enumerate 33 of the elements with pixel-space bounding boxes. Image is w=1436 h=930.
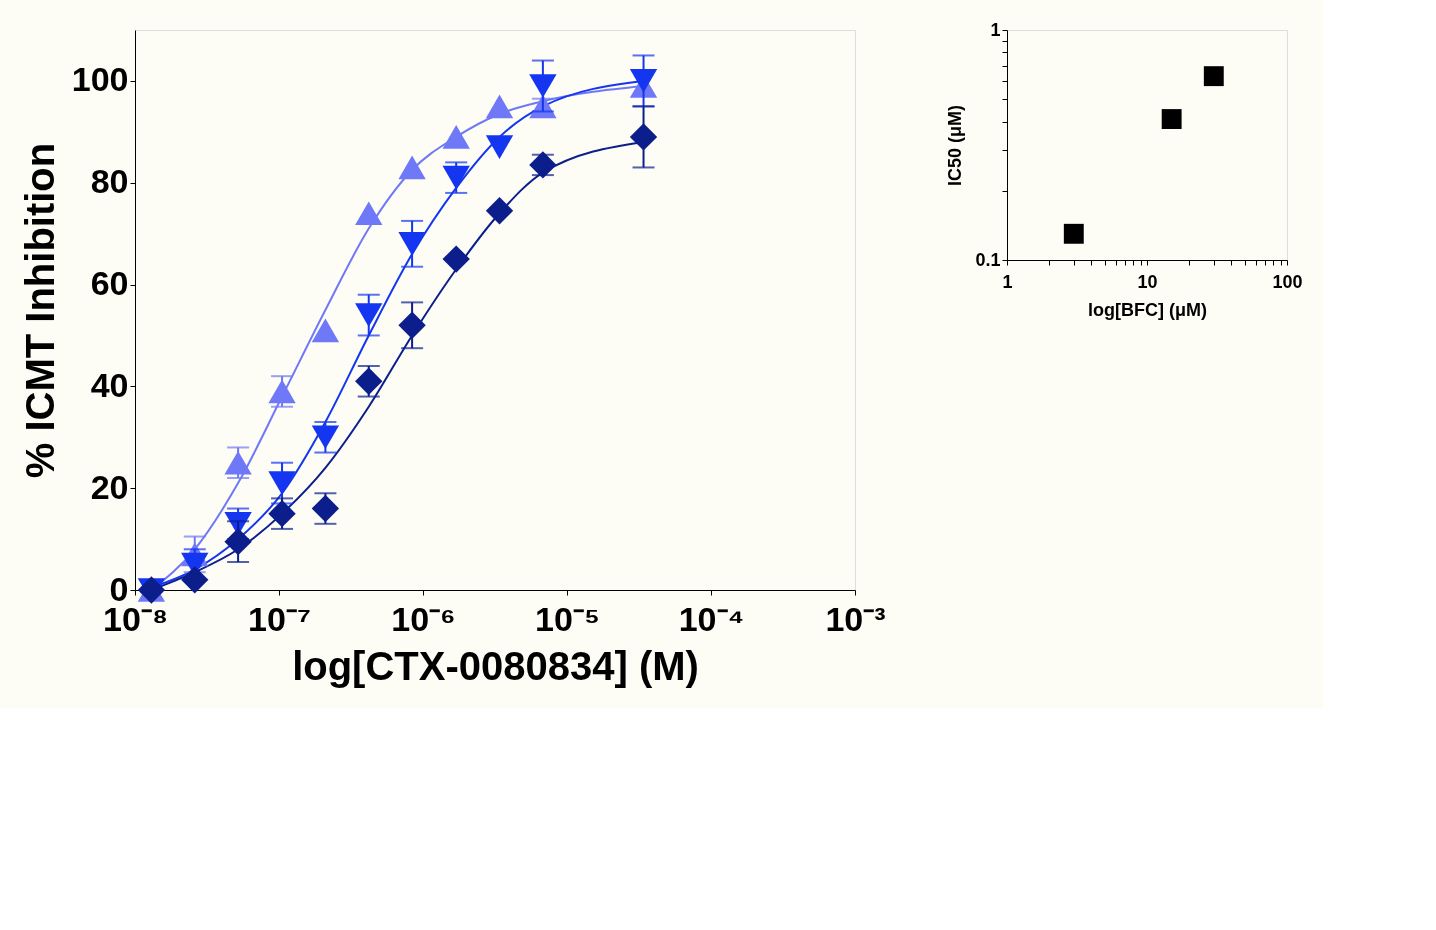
x-tick-label: 10⁻⁴ bbox=[678, 599, 745, 638]
point bbox=[485, 197, 514, 225]
y-axis-title: % ICMT Inhibition bbox=[17, 142, 62, 479]
point bbox=[442, 125, 470, 149]
point bbox=[224, 527, 252, 556]
x-axis-title: log[BFC] (μM) bbox=[1088, 299, 1207, 320]
point bbox=[268, 471, 296, 495]
y-tick-label: 60 bbox=[90, 264, 129, 303]
point bbox=[485, 135, 514, 159]
point bbox=[398, 155, 426, 180]
x-tick-label: 10⁻³ bbox=[825, 599, 886, 638]
point bbox=[442, 245, 470, 273]
x-tick-label: 10⁻⁵ bbox=[535, 599, 600, 638]
y-tick-label: 20 bbox=[90, 467, 129, 506]
y-tick-label: 40 bbox=[90, 365, 129, 404]
y-tick-label: 80 bbox=[90, 162, 129, 201]
x-axis-title: log[CTX-0080834] (M) bbox=[292, 643, 699, 688]
point bbox=[529, 74, 557, 98]
point bbox=[485, 94, 514, 119]
x-tick-label: 10⁻⁷ bbox=[248, 599, 311, 638]
y-tick-label: 0 bbox=[109, 569, 129, 608]
point bbox=[355, 201, 383, 226]
x-tick-label: 10 bbox=[1137, 271, 1158, 292]
point bbox=[355, 303, 383, 327]
x-tick-label: 100 bbox=[1272, 271, 1303, 292]
point bbox=[398, 231, 426, 256]
y-tick-label: 0.1 bbox=[975, 249, 1001, 270]
x-tick-label: 10⁻⁶ bbox=[391, 599, 456, 638]
y-axis-title: IC50 (μM) bbox=[945, 104, 966, 187]
point bbox=[311, 318, 340, 343]
point bbox=[181, 566, 209, 594]
y-tick-label: 100 bbox=[71, 60, 129, 99]
point bbox=[398, 311, 426, 339]
